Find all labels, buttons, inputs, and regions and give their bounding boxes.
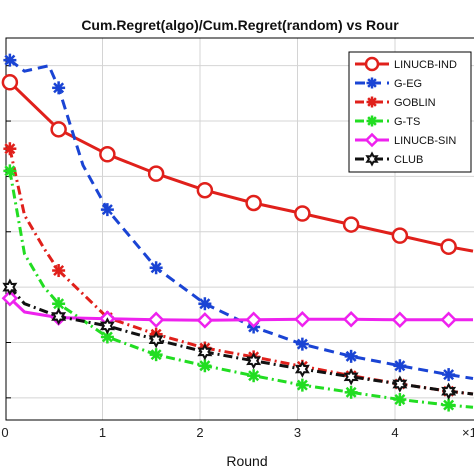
data-point-g-ts [198,359,212,373]
data-point-linucb-sin [391,311,409,329]
series-goblin [3,142,474,398]
data-point-linucb-sin [294,310,311,328]
data-point-linucb-ind [147,165,165,182]
legend-box [348,51,472,173]
legend-marker [366,77,378,89]
data-point-g-eg [295,337,309,351]
legend-label: G-EG [394,78,422,90]
series-line-g-eg [8,58,474,380]
legend-label: CLUB [394,154,423,166]
data-point-club [294,360,310,378]
x-multiplier-label: ×1 [462,425,474,440]
series-g-ts [3,164,474,412]
legend-marker [364,132,380,148]
data-point-club [148,331,164,349]
legend-marker [366,115,378,127]
data-point-g-ts [442,398,456,412]
x-tick-label: 1 [99,425,106,440]
legend-marker [364,56,380,72]
legend-item-linucb-ind: LINUCB-IND [355,56,457,72]
data-point-club [441,382,457,400]
x-tick-label: 2 [196,425,203,440]
data-point-g-ts [3,164,17,178]
data-point-linucb-sin [1,289,19,307]
data-point-linucb-ind [391,227,409,244]
data-point-linucb-ind [440,238,457,255]
series-club [2,278,474,400]
data-point-linucb-sin [245,311,262,329]
data-point-club [343,368,359,386]
data-point-club [246,352,262,370]
data-point-g-ts [295,378,309,392]
data-point-linucb-sin [342,310,360,328]
chart-title: Cum.Regret(algo)/Cum.Regret(random) vs R… [81,17,399,33]
data-point-linucb-sin [147,311,165,329]
series-group [1,53,474,412]
data-point-linucb-ind [342,216,360,233]
data-point-g-eg [442,368,456,382]
data-point-club [197,343,213,361]
data-point-linucb-sin [196,312,214,329]
legend-marker [365,151,379,167]
legend-item-g-eg: G-EG [355,77,422,90]
data-point-linucb-ind [99,146,116,163]
legend-label: GOBLIN [394,97,436,109]
data-point-linucb-ind [50,121,67,138]
legend-item-g-ts: G-TS [355,115,420,128]
series-g-eg [3,53,474,382]
data-point-g-ts [247,369,261,383]
data-point-g-eg [344,349,358,363]
data-point-g-ts [344,385,358,399]
legend-label: LINUCB-IND [394,59,457,71]
legend: LINUCB-IND G-EG GOBLIN G-TS LINUCB-SIN CLUB [348,51,472,173]
legend-label: LINUCB-SIN [394,135,456,147]
data-point-linucb-ind [1,74,19,91]
tick-labels: 0 1 2 3 4 [1,425,398,440]
data-point-club [2,278,18,296]
legend-item-linucb-sin: LINUCB-SIN [355,132,456,148]
series-line-club [8,286,474,396]
data-point-linucb-ind [294,205,311,222]
series-line-goblin [8,148,474,396]
legend-item-goblin: GOBLIN [355,96,436,109]
data-point-g-ts [149,348,163,362]
data-point-goblin [52,264,66,278]
series-linucb-sin [1,289,473,329]
data-point-g-eg [198,297,212,311]
legend-label: G-TS [394,116,420,128]
x-tick-label: 4 [391,425,398,440]
legend-item-club: CLUB [355,151,423,167]
data-point-g-eg [149,261,163,275]
data-point-g-eg [100,203,114,217]
x-tick-label: 0 [1,425,8,440]
data-point-g-ts [393,393,407,407]
x-axis-label: Round [226,453,267,469]
data-point-g-eg [3,53,17,67]
data-point-club [51,307,67,326]
data-point-g-eg [52,81,66,95]
data-point-linucb-ind [245,194,262,212]
x-tick-label: 3 [294,425,301,440]
data-point-g-eg [393,359,407,373]
data-point-linucb-ind [196,181,214,199]
series-linucb-ind [1,74,474,255]
data-point-club [99,317,115,335]
data-point-club [392,375,408,393]
plot-area-frame [5,37,474,421]
data-point-goblin [3,142,17,156]
data-point-linucb-sin [440,311,457,329]
legend-marker [366,96,378,108]
